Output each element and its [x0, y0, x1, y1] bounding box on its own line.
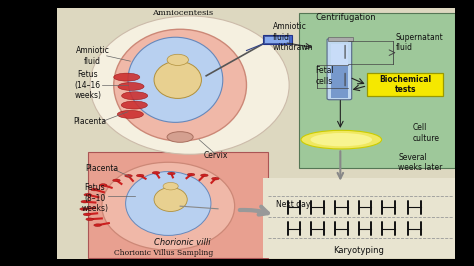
Ellipse shape: [126, 172, 211, 235]
Ellipse shape: [187, 173, 195, 176]
Bar: [264, 36, 289, 43]
Bar: [0, 0, 474, 8]
Bar: [331, 66, 348, 98]
Ellipse shape: [81, 200, 89, 203]
Polygon shape: [263, 35, 292, 44]
Ellipse shape: [152, 172, 160, 174]
Ellipse shape: [301, 130, 382, 149]
Ellipse shape: [118, 82, 144, 90]
Text: Fetal
cells: Fetal cells: [315, 66, 334, 85]
Text: Cervix: Cervix: [203, 151, 228, 160]
Ellipse shape: [94, 224, 101, 226]
Text: Chorionic Villus Sampling: Chorionic Villus Sampling: [114, 250, 213, 257]
Ellipse shape: [86, 218, 93, 221]
Bar: [57, 8, 455, 259]
Ellipse shape: [211, 177, 219, 180]
Text: Cell
culture: Cell culture: [412, 123, 439, 143]
Ellipse shape: [167, 132, 193, 142]
Ellipse shape: [114, 29, 246, 141]
Ellipse shape: [201, 174, 208, 177]
FancyBboxPatch shape: [327, 39, 352, 100]
Ellipse shape: [168, 172, 175, 175]
Ellipse shape: [310, 133, 372, 146]
Text: Fetus
(14–16
weeks): Fetus (14–16 weeks): [74, 70, 101, 100]
Ellipse shape: [163, 182, 178, 190]
Text: Chorionic villi: Chorionic villi: [154, 238, 211, 247]
Ellipse shape: [167, 54, 188, 65]
Ellipse shape: [84, 193, 91, 196]
Ellipse shape: [90, 16, 289, 154]
Ellipse shape: [83, 213, 91, 216]
Text: Next day: Next day: [276, 200, 310, 209]
Ellipse shape: [128, 37, 223, 122]
Bar: [455, 0, 474, 266]
Bar: [331, 44, 348, 66]
Bar: [0, 0, 57, 266]
Ellipse shape: [114, 73, 140, 81]
Text: Several
weeks later: Several weeks later: [398, 153, 443, 172]
Text: Karyotyping: Karyotyping: [333, 246, 384, 255]
Ellipse shape: [154, 61, 201, 98]
Text: Fetus
(8–10
weeks): Fetus (8–10 weeks): [82, 183, 108, 213]
Bar: [367, 73, 443, 96]
Text: Centrifugation: Centrifugation: [316, 13, 376, 22]
Ellipse shape: [125, 174, 132, 177]
Text: Placenta: Placenta: [85, 164, 118, 173]
Ellipse shape: [100, 184, 107, 186]
Bar: [328, 37, 353, 41]
Bar: [299, 13, 455, 168]
Text: Placenta: Placenta: [73, 117, 107, 126]
Text: Amniotic
fluid
withdrawn: Amniotic fluid withdrawn: [273, 22, 313, 52]
Text: Amniocentesis: Amniocentesis: [152, 9, 213, 17]
Ellipse shape: [102, 162, 235, 250]
Ellipse shape: [122, 92, 148, 100]
Text: Biochemical
tests: Biochemical tests: [379, 75, 431, 94]
Ellipse shape: [91, 188, 98, 191]
Bar: [88, 152, 268, 258]
Ellipse shape: [137, 174, 144, 177]
Text: Supernatant
fluid: Supernatant fluid: [396, 33, 444, 52]
Ellipse shape: [121, 101, 147, 109]
Bar: [263, 178, 455, 258]
Bar: [0, 259, 474, 266]
Ellipse shape: [80, 208, 87, 210]
Ellipse shape: [118, 110, 143, 118]
Text: Amniotic
fluid: Amniotic fluid: [75, 46, 109, 65]
Ellipse shape: [154, 188, 187, 211]
Ellipse shape: [113, 179, 120, 182]
